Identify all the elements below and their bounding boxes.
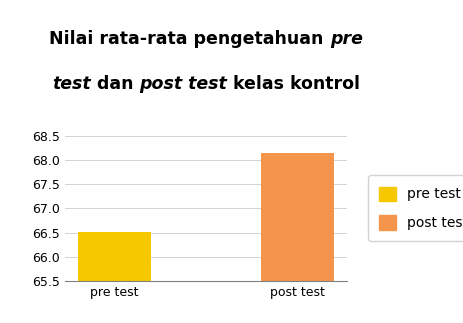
Bar [78,232,151,323]
Legend: pre test, post test: pre test, post test [368,175,463,241]
Text: post test: post test [139,75,227,93]
Text: test: test [52,75,91,93]
Bar [261,153,334,323]
Text: pre: pre [330,30,363,48]
Text: kelas kontrol: kelas kontrol [227,75,360,93]
Text: Nilai rata-rata pengetahuan: Nilai rata-rata pengetahuan [50,30,330,48]
Text: dan: dan [91,75,139,93]
